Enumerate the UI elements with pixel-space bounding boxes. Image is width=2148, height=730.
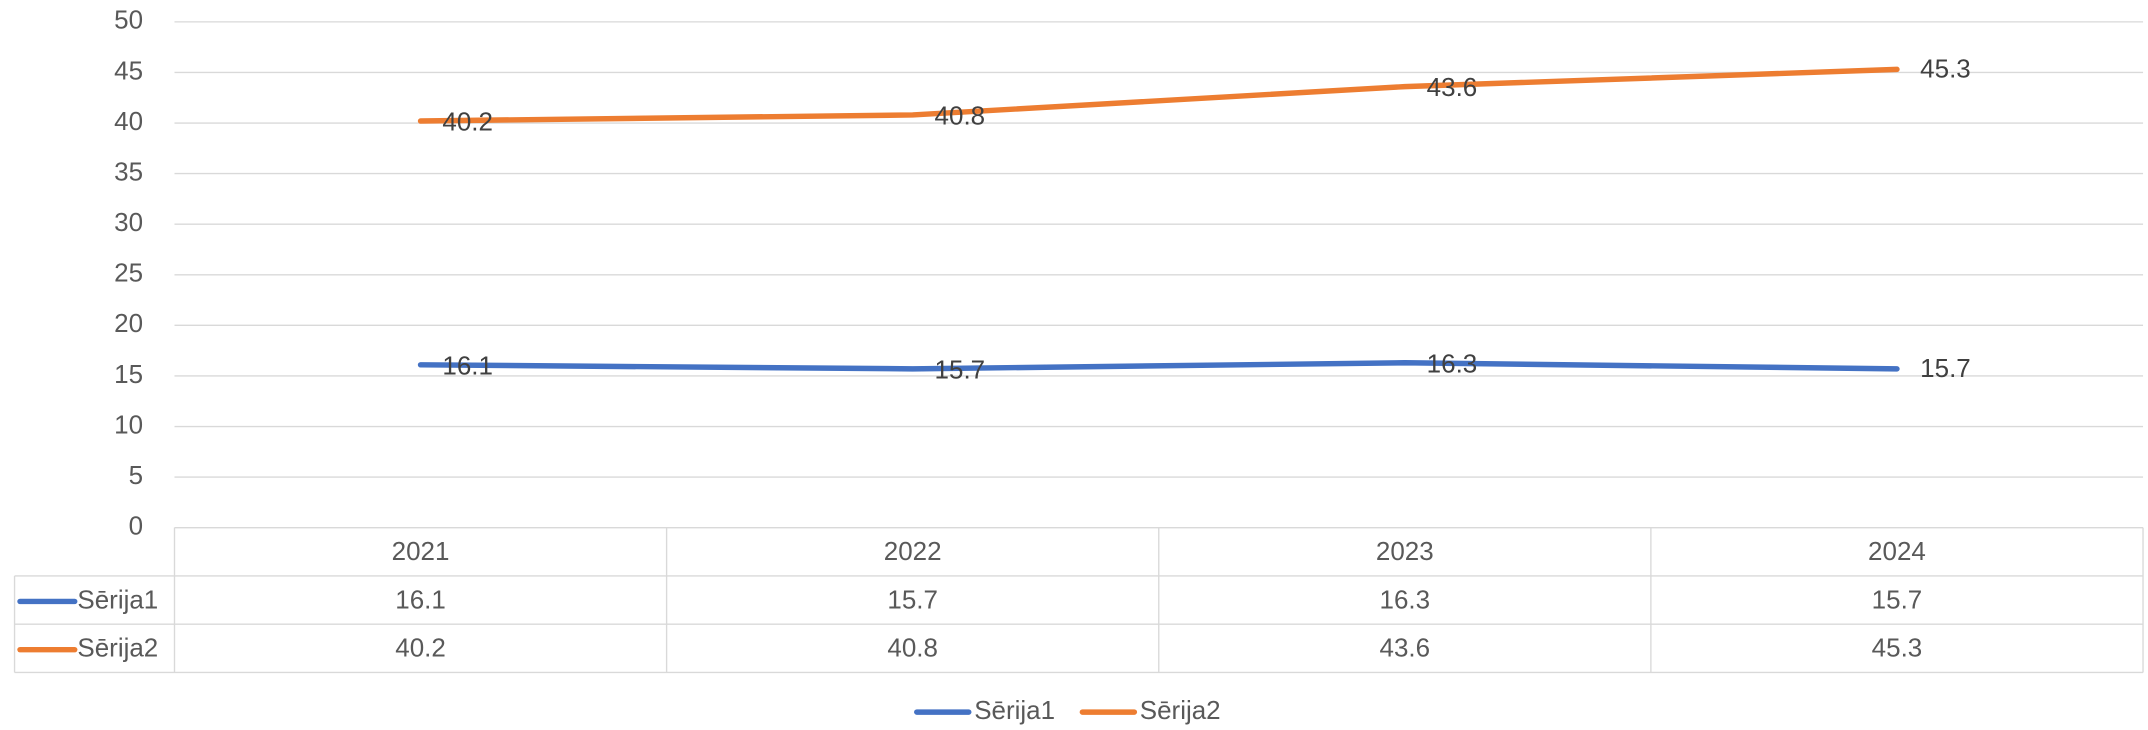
y-tick-label: 40: [114, 106, 143, 136]
table-cell: 15.7: [1872, 584, 1923, 614]
y-tick-label: 10: [114, 409, 143, 439]
table-cell: 15.7: [887, 584, 938, 614]
table-cell: 40.8: [887, 633, 938, 663]
x-tick-label: 2022: [884, 536, 942, 566]
legend-label: Sērija1: [974, 695, 1055, 725]
series-line: [417, 66, 1900, 124]
data-label: 15.7: [935, 354, 986, 384]
y-tick-label: 0: [129, 511, 143, 541]
data-label: 15.7: [1920, 353, 1971, 383]
data-label: 16.1: [442, 350, 493, 380]
data-label: 40.8: [935, 101, 986, 131]
x-tick-label: 2021: [392, 536, 450, 566]
data-label: 40.2: [442, 107, 493, 137]
series-line: [417, 360, 1900, 372]
table-cell: 43.6: [1380, 633, 1431, 663]
legend-label: Sērija2: [1140, 695, 1221, 725]
data-label: 45.3: [1920, 54, 1971, 84]
y-tick-label: 5: [129, 460, 143, 490]
data-label: 16.3: [1427, 348, 1478, 378]
table-cell: 16.3: [1380, 584, 1431, 614]
y-tick-label: 15: [114, 359, 143, 389]
y-tick-label: 30: [114, 207, 143, 237]
table-cell: 16.1: [395, 584, 446, 614]
table-cell: 40.2: [395, 633, 446, 663]
table-series-name: Sērija2: [77, 633, 158, 663]
y-tick-label: 25: [114, 258, 143, 288]
table-series-name: Sērija1: [77, 584, 158, 614]
y-tick-label: 20: [114, 308, 143, 338]
data-label: 43.6: [1427, 72, 1478, 102]
y-tick-label: 45: [114, 55, 143, 85]
table-cell: 45.3: [1872, 633, 1923, 663]
y-tick-label: 50: [114, 5, 143, 35]
x-tick-label: 2024: [1868, 536, 1926, 566]
y-tick-label: 35: [114, 156, 143, 186]
x-tick-label: 2023: [1376, 536, 1434, 566]
